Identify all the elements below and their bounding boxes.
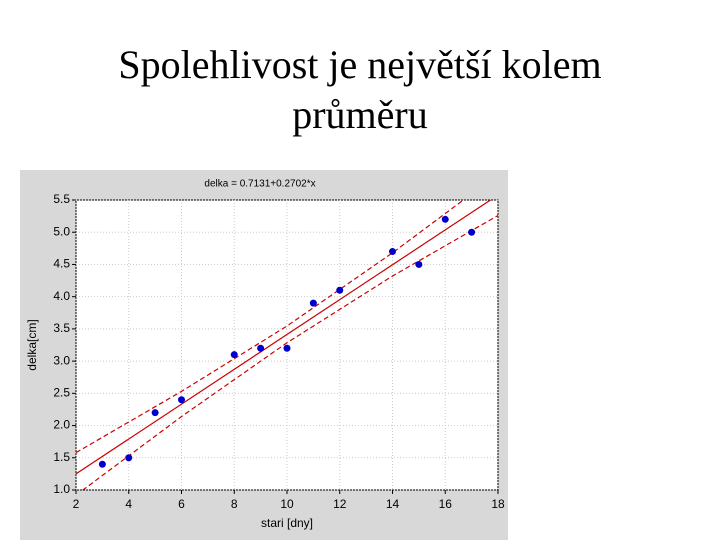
- y-tick-label: 1.0: [53, 482, 70, 496]
- data-point: [283, 344, 291, 352]
- y-tick-label: 2.0: [53, 418, 70, 432]
- x-tick-label: 2: [73, 497, 80, 511]
- data-point: [151, 409, 159, 417]
- data-point: [441, 215, 449, 223]
- title-line: Spolehlivost je největší kolem: [118, 42, 602, 87]
- x-tick-label: 4: [125, 497, 132, 511]
- x-tick-label: 18: [491, 497, 505, 511]
- x-tick-label: 14: [386, 497, 400, 511]
- slide-title: Spolehlivost je největší kolem průměru: [0, 40, 720, 140]
- y-tick-label: 5.5: [53, 192, 70, 206]
- y-tick-label: 4.0: [53, 289, 70, 303]
- x-tick-label: 10: [280, 497, 294, 511]
- regression-line: [76, 200, 492, 475]
- y-tick-label: 2.5: [53, 386, 70, 400]
- chart-title: delka = 0.7131+0.2702*x: [204, 179, 315, 190]
- x-tick-label: 16: [439, 497, 453, 511]
- data-point: [336, 286, 344, 294]
- y-tick-label: 3.0: [53, 353, 70, 367]
- data-point: [178, 396, 185, 404]
- confidence-band: [76, 200, 465, 454]
- x-axis-label: stari [dny]: [261, 516, 313, 530]
- title-line: průměru: [292, 92, 428, 137]
- x-tick-label: 12: [333, 497, 347, 511]
- x-tick-label: 8: [231, 497, 238, 511]
- y-tick-label: 3.5: [53, 321, 70, 335]
- data-point: [389, 248, 396, 256]
- data-point: [98, 460, 106, 468]
- data-point: [309, 299, 317, 307]
- data-point: [257, 344, 265, 352]
- data-point: [230, 351, 238, 359]
- y-axis-label: delka[cm]: [25, 319, 39, 370]
- y-tick-label: 1.5: [53, 450, 70, 464]
- data-point: [415, 260, 423, 268]
- x-tick-label: 6: [178, 497, 185, 511]
- data-point: [468, 228, 476, 236]
- data-point: [125, 454, 133, 462]
- y-tick-label: 4.5: [53, 257, 70, 271]
- y-tick-label: 5.0: [53, 224, 70, 238]
- confidence-band: [81, 214, 498, 490]
